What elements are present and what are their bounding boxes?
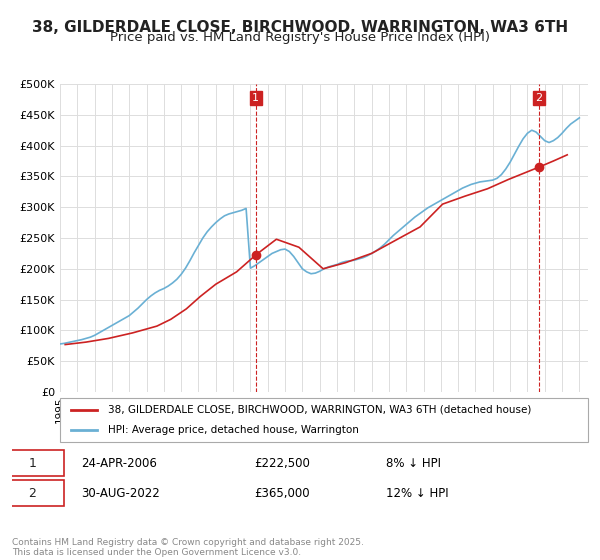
Text: 38, GILDERDALE CLOSE, BIRCHWOOD, WARRINGTON, WA3 6TH (detached house): 38, GILDERDALE CLOSE, BIRCHWOOD, WARRING… — [107, 405, 531, 415]
FancyBboxPatch shape — [1, 450, 64, 476]
Text: 2: 2 — [535, 93, 542, 103]
Text: 1: 1 — [252, 93, 259, 103]
Text: £365,000: £365,000 — [254, 487, 310, 500]
Text: 38, GILDERDALE CLOSE, BIRCHWOOD, WARRINGTON, WA3 6TH: 38, GILDERDALE CLOSE, BIRCHWOOD, WARRING… — [32, 20, 568, 35]
Text: £222,500: £222,500 — [254, 456, 310, 470]
FancyBboxPatch shape — [60, 398, 588, 442]
Text: 1: 1 — [28, 456, 36, 470]
Text: Contains HM Land Registry data © Crown copyright and database right 2025.
This d: Contains HM Land Registry data © Crown c… — [12, 538, 364, 557]
Text: 12% ↓ HPI: 12% ↓ HPI — [386, 487, 449, 500]
Text: Price paid vs. HM Land Registry's House Price Index (HPI): Price paid vs. HM Land Registry's House … — [110, 31, 490, 44]
FancyBboxPatch shape — [1, 480, 64, 506]
Text: 2: 2 — [28, 487, 36, 500]
Text: HPI: Average price, detached house, Warrington: HPI: Average price, detached house, Warr… — [107, 425, 358, 435]
Text: 8% ↓ HPI: 8% ↓ HPI — [386, 456, 442, 470]
Text: 24-APR-2006: 24-APR-2006 — [81, 456, 157, 470]
Text: 30-AUG-2022: 30-AUG-2022 — [81, 487, 160, 500]
